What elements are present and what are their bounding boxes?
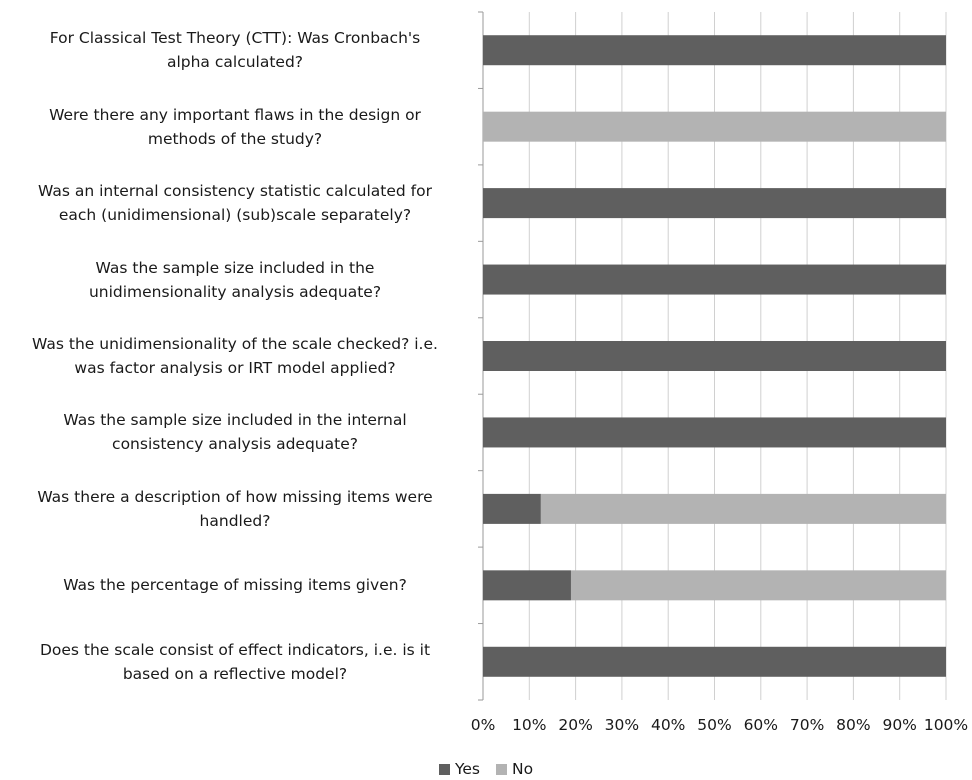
legend-swatch-no bbox=[495, 763, 507, 775]
category-label-line: based on a reflective model? bbox=[122, 664, 348, 683]
bar-yes-7 bbox=[483, 493, 541, 524]
category-label-line: Were there any important flaws in the de… bbox=[49, 105, 421, 124]
bar-no-8 bbox=[570, 570, 946, 601]
x-tick-label: 30% bbox=[604, 716, 640, 734]
category-label-line: each (unidimensional) (sub)scale separat… bbox=[58, 206, 412, 225]
bar-yes-1 bbox=[483, 35, 946, 66]
bar-yes-6 bbox=[483, 417, 946, 448]
category-label: Was there a description of how missing i… bbox=[0, 471, 470, 547]
bar-yes-5 bbox=[483, 341, 946, 371]
x-tick-label: 70% bbox=[789, 716, 825, 734]
x-tick-label: 20% bbox=[558, 716, 593, 734]
x-tick-label: 60% bbox=[743, 716, 779, 734]
category-label-line: handled? bbox=[199, 511, 271, 530]
chart-plot-area bbox=[478, 11, 947, 701]
category-label: Was the unidimensionality of the scale c… bbox=[0, 318, 470, 394]
category-label-line: Was an internal consistency statistic ca… bbox=[38, 182, 432, 201]
x-tick-label: 90% bbox=[882, 716, 917, 734]
x-tick-label: 50% bbox=[697, 716, 732, 734]
legend: Yes No bbox=[0, 760, 972, 778]
category-label: Was the percentage of missing items give… bbox=[0, 547, 470, 623]
legend-label-yes: Yes bbox=[454, 760, 480, 778]
x-tick-label: 40% bbox=[650, 716, 686, 734]
category-label-line: Was the sample size included in the inte… bbox=[63, 411, 407, 430]
x-tick-label: 10% bbox=[512, 716, 547, 734]
bar-no-2 bbox=[483, 111, 946, 142]
bar-yes-3 bbox=[483, 188, 946, 219]
category-label: Does the scale consist of effect indicat… bbox=[0, 624, 470, 700]
category-label-line: Was the sample size included in the bbox=[95, 258, 375, 277]
bar-yes-4 bbox=[483, 264, 946, 295]
category-label-line: Was the unidimensionality of the scale c… bbox=[32, 334, 438, 353]
category-label: Was the sample size included in the unidi… bbox=[0, 241, 470, 317]
category-label-line: methods of the study? bbox=[147, 129, 323, 148]
category-label: Was the sample size included in the inte… bbox=[0, 394, 470, 470]
category-label: For Classical Test Theory (CTT): Was Cro… bbox=[0, 12, 470, 88]
x-tick-label: 80% bbox=[836, 716, 871, 734]
category-label-line: consistency analysis adequate? bbox=[112, 435, 358, 454]
category-label-line: Was there a description of how missing i… bbox=[37, 487, 433, 506]
category-label: Was an internal consistency statistic ca… bbox=[0, 165, 470, 241]
legend-item-no: No bbox=[495, 760, 534, 778]
category-label-line: Was the percentage of missing items give… bbox=[63, 576, 407, 595]
category-label: Were there any important flaws in the de… bbox=[0, 88, 470, 164]
category-label-line: unidimensionality analysis adequate? bbox=[88, 282, 382, 301]
category-label-line: was factor analysis or IRT model applied… bbox=[74, 358, 396, 377]
x-tick-label: 0% bbox=[470, 716, 496, 734]
bar-yes-9 bbox=[483, 646, 946, 677]
x-tick-label: 100% bbox=[923, 716, 969, 734]
category-label-line: alpha calculated? bbox=[166, 53, 304, 72]
bar-no-7 bbox=[540, 493, 946, 524]
legend-swatch-yes bbox=[438, 763, 450, 775]
legend-label-no: No bbox=[511, 760, 534, 778]
legend-item-yes: Yes bbox=[438, 760, 480, 778]
category-label-line: Does the scale consist of effect indicat… bbox=[39, 640, 431, 659]
bar-yes-8 bbox=[483, 570, 571, 601]
category-label-line: For Classical Test Theory (CTT): Was Cro… bbox=[49, 29, 421, 48]
